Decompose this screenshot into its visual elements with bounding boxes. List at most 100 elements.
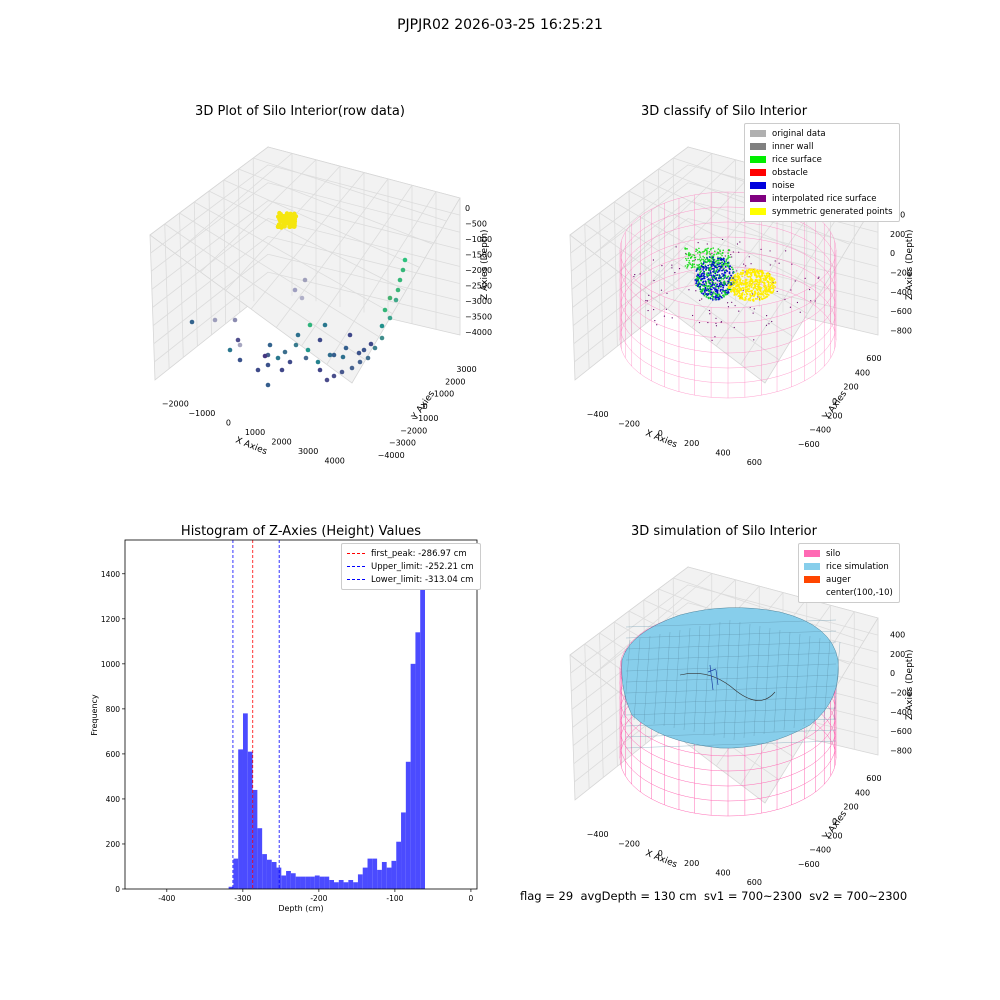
classify-noise-point [709, 271, 712, 274]
classify-rice-point [684, 248, 687, 250]
classify-noise-point [730, 274, 733, 277]
cls-z-tick-label: 200 [890, 230, 905, 239]
classify-symmetric-point [761, 270, 764, 272]
classify-noise-point [717, 262, 720, 264]
classify-noise-point [726, 264, 729, 267]
histogram-y-tick-label: 600 [106, 750, 121, 759]
raw-data-point [356, 350, 362, 356]
sim-x-tick-label: 400 [715, 869, 730, 878]
sim-y-tick-label: −600 [798, 860, 820, 869]
histogram-bar [338, 879, 344, 889]
classify-noise-point [724, 269, 726, 272]
histogram-bar [276, 867, 282, 889]
classify-interpolated-point [743, 263, 745, 265]
sim-y-tick-label: 600 [866, 774, 881, 783]
classify-symmetric-point [771, 282, 773, 285]
classify-interpolated-point [646, 300, 649, 302]
classify-interpolated-point [715, 322, 717, 324]
classify-interpolated-point [804, 277, 806, 279]
classify-interpolated-point [701, 298, 703, 300]
classify-interpolated-point [675, 246, 677, 248]
classify-noise-point [720, 285, 722, 288]
classify-symmetric-point [767, 285, 770, 288]
classify-symmetric-point [730, 285, 732, 288]
histogram-bar [381, 861, 387, 889]
classify-noise-point [719, 262, 722, 265]
classify-noise-point [712, 267, 715, 270]
histogram-bar [396, 841, 402, 889]
classify-noise-point [715, 274, 717, 277]
classify-symmetric-point [769, 288, 771, 291]
classify-rice-point [696, 264, 698, 266]
raw-data-point [379, 323, 385, 329]
raw-data-point [317, 367, 323, 373]
classify-symmetric-point [750, 294, 753, 297]
raw-data-point [387, 295, 393, 301]
classify-interpolated-point [707, 321, 709, 324]
classify-rice-point [699, 251, 702, 254]
classify-interpolated-point [708, 309, 711, 312]
classify-interpolated-point [697, 242, 699, 244]
histogram-x-tick-label: -300 [234, 894, 251, 903]
classify-interpolated-point [796, 301, 799, 304]
classify-noise-point [723, 295, 725, 298]
classify-noise-point [718, 269, 721, 272]
classify-symmetric-point [756, 289, 759, 292]
classify-noise-point [722, 281, 725, 284]
classify-symmetric-point [736, 292, 739, 295]
classify-symmetric-point [744, 281, 747, 284]
raw-x-tick-label: 1000 [245, 428, 265, 437]
classify-noise-point [716, 274, 719, 276]
histogram-y-tick-label: 0 [115, 885, 120, 894]
classify-interpolated-point [731, 301, 733, 303]
classify-noise-point [701, 277, 704, 280]
classify-symmetric-point [767, 280, 770, 283]
classify-symmetric-point [774, 282, 777, 284]
histogram-legend: first_peak: -286.97 cm Upper_limit: -252.… [341, 543, 481, 590]
histogram-bar [405, 761, 411, 889]
legend-entry: rice simulation [804, 560, 893, 573]
classify-rice-point [689, 253, 692, 255]
classify-rice-point [691, 266, 694, 269]
classify-interpolated-point [653, 279, 655, 282]
classify-noise-point [728, 271, 731, 274]
rice-mesh-line [643, 635, 651, 723]
cls-z-tick-label: 0 [890, 249, 895, 258]
legend-label: Upper_limit: -252.21 cm [371, 561, 474, 572]
classify-rice-point [715, 253, 718, 255]
raw-data-point [307, 322, 313, 328]
classify-interpolated-point [794, 280, 796, 282]
rice-mesh-line [633, 637, 641, 721]
classify-symmetric-point [740, 284, 743, 286]
raw-data-point [327, 352, 333, 358]
classify-noise-point [702, 262, 705, 265]
classify-interpolated-point [769, 264, 771, 266]
classify-symmetric-point [765, 295, 768, 298]
classify-noise-point [719, 277, 722, 279]
classify-symmetric-point [734, 273, 737, 276]
sim-z-tick-label: −800 [890, 746, 912, 755]
classify-symmetric-point [733, 275, 735, 278]
classify-noise-point [725, 289, 727, 292]
cls-x-tick-label: −200 [618, 420, 640, 429]
classify-rice-point [684, 265, 687, 267]
legend-label: center(100,-10) [826, 587, 893, 598]
classify-symmetric-point [737, 291, 740, 294]
classify-symmetric-point [731, 288, 734, 291]
raw-y-tick-label: 0 [423, 402, 428, 411]
classify-symmetric-point [728, 286, 731, 289]
classify-noise-point [709, 288, 712, 291]
sim-z-tick-label: 0 [890, 669, 895, 678]
classify-interpolated-point [695, 290, 697, 292]
classify-symmetric-point [758, 299, 761, 301]
classify-symmetric-point [741, 275, 744, 278]
histogram-bar [238, 749, 243, 889]
classify-symmetric-point [763, 281, 766, 284]
histogram-y-tick-label: 200 [106, 840, 121, 849]
cls-y-tick-label: 600 [866, 354, 881, 363]
classify-symmetric-point [760, 297, 763, 300]
classify-noise-point [705, 282, 708, 285]
classify-noise-point [721, 284, 724, 287]
classify-symmetric-point [743, 274, 746, 277]
classify-rice-point [700, 258, 703, 260]
